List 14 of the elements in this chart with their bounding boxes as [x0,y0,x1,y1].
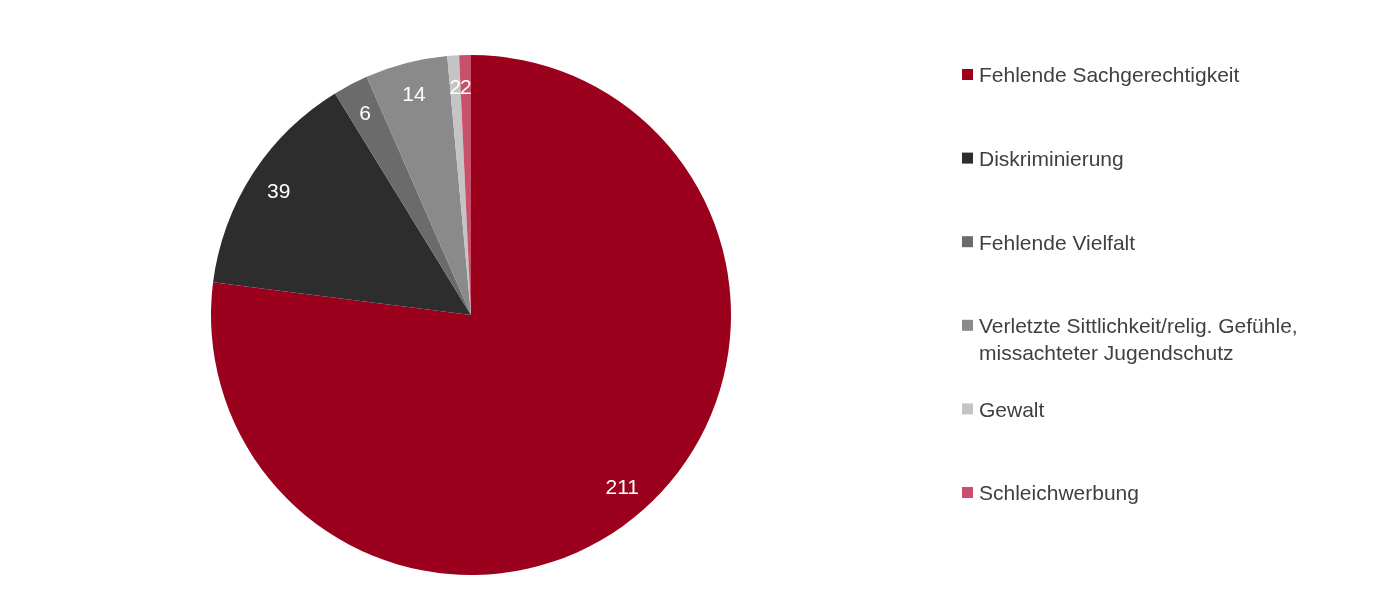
data-label: 211 [605,475,640,499]
data-label: 2 [449,75,462,99]
legend-label: Diskriminierung [979,146,1124,170]
data-label: 2 [459,74,472,98]
data-label: 14 [402,81,426,105]
legend-label: Verletzte Sittlichkeit/relig. Gefühle, missachteter Jugendschutz [979,314,1304,365]
legend-label: Schleichwerbung [979,481,1139,505]
legend-label: Gewalt [979,397,1045,421]
data-label: 6 [359,100,371,124]
data-label: 39 [267,179,291,203]
legend-label: Fehlende Sachgerechtigkeit [979,63,1240,87]
pie-slice [335,76,471,315]
legend-label: Fehlende Vielfalt [979,230,1136,254]
pie-slice [211,55,731,575]
